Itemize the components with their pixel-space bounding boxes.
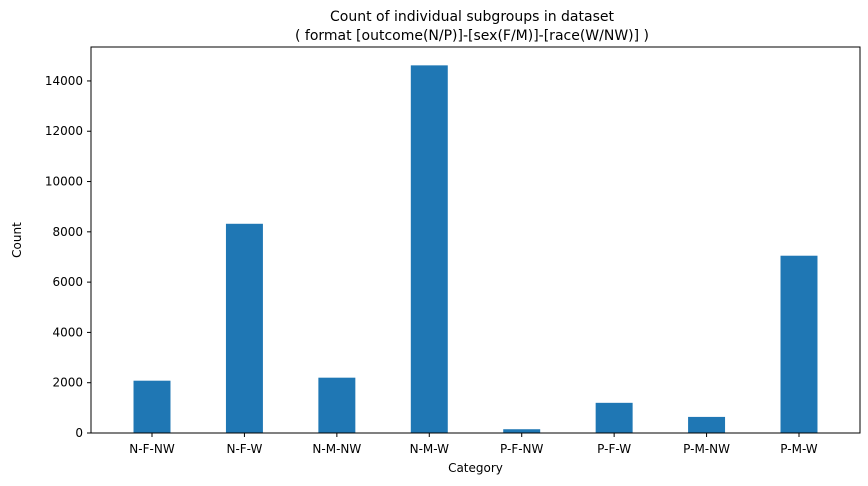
x-tick-label: N-F-W <box>226 442 262 456</box>
y-tick-label: 6000 <box>52 275 83 289</box>
bar-n-f-nw <box>133 380 171 433</box>
plot-frame <box>90 46 861 434</box>
y-tick-label: 14000 <box>45 74 83 88</box>
x-tick-label: N-M-W <box>410 442 450 456</box>
bar-n-m-w <box>410 65 448 434</box>
y-tick-label: 2000 <box>52 376 83 390</box>
y-tick-label: 8000 <box>52 225 83 239</box>
y-tick-label: 12000 <box>45 124 83 138</box>
x-tick-label: P-M-NW <box>683 442 730 456</box>
chart-title: Count of individual subgroups in dataset <box>330 9 614 25</box>
x-tick-label: P-F-W <box>597 442 631 456</box>
x-tick-label: N-M-NW <box>312 442 361 456</box>
bar-p-m-nw <box>688 416 726 433</box>
y-tick-label: 0 <box>75 426 83 440</box>
y-tick-label: 4000 <box>52 325 83 339</box>
x-tick-label: P-M-W <box>780 442 818 456</box>
bar-n-f-w <box>225 223 263 433</box>
x-axis-ticks: N-F-NW N-F-W N-M-NW N-M-W P-F-NW P-F-W P-M-NW P… <box>129 433 818 456</box>
x-tick-label: N-F-NW <box>129 442 175 456</box>
chart-subtitle: ( format [outcome(N/P)]-[sex(F/M)]-[race… <box>295 28 649 44</box>
x-axis-label: Category <box>448 461 503 475</box>
y-tick-label: 10000 <box>45 175 83 189</box>
x-tick-label: P-F-NW <box>500 442 544 456</box>
bars-group <box>133 65 818 434</box>
bar-p-f-w <box>595 402 633 433</box>
bar-p-f-nw <box>503 429 541 433</box>
y-axis-label: Count <box>10 222 24 258</box>
bar-p-m-w <box>780 255 818 433</box>
y-axis-ticks: 0 2000 4000 6000 8000 10000 12000 14000 <box>45 74 91 440</box>
bar-n-m-nw <box>318 377 356 433</box>
